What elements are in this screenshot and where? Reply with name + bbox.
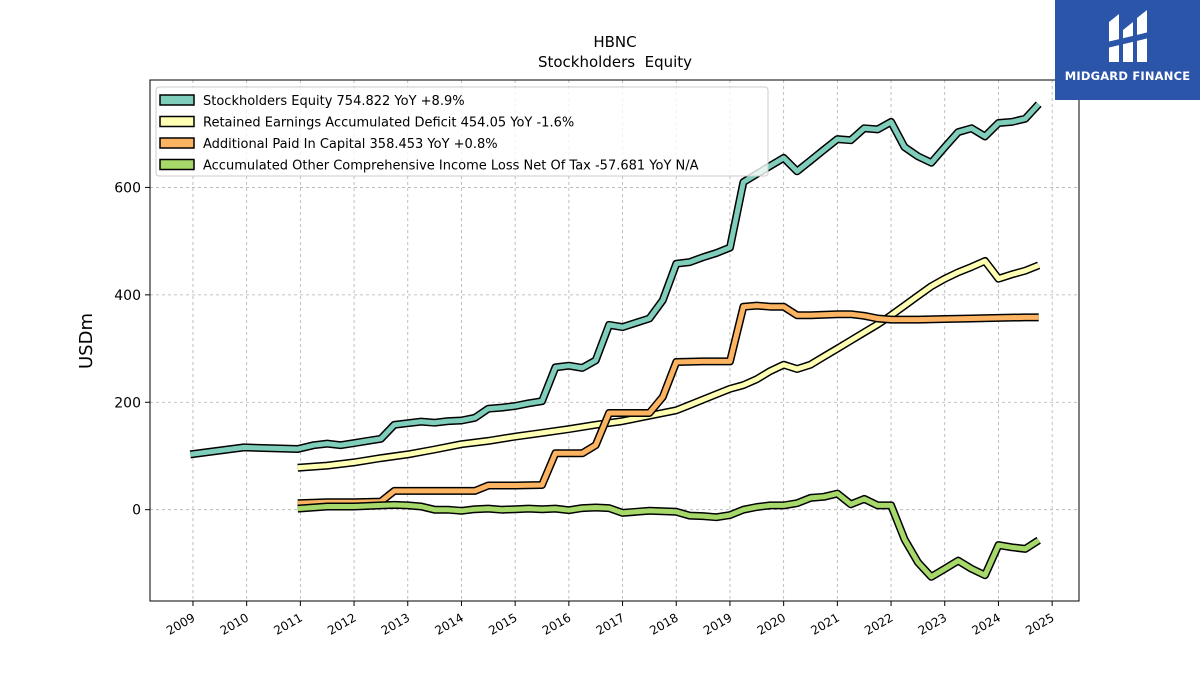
legend-label: Retained Earnings Accumulated Deficit 45… (203, 116, 574, 131)
legend: Stockholders Equity 754.822 YoY +8.9% Ret… (155, 86, 769, 177)
y-axis: 0 200 400 600 (114, 180, 150, 519)
chart-title: HBNC (593, 33, 636, 51)
logo-text: MIDGARD FINANCE (1064, 69, 1191, 83)
series-line-stockholders-equity (189, 102, 1041, 457)
legend-label: Additional Paid In Capital 358.453 YoY +… (203, 137, 498, 152)
midgard-monogram-icon (1107, 10, 1149, 62)
y-tick-label: 400 (114, 288, 141, 304)
legend-label: Accumulated Other Comprehensive Income L… (203, 159, 699, 174)
series-line-accumulated-other-comprehensive-income-loss-net-of-tax (297, 491, 1041, 580)
legend-label: Stockholders Equity 754.822 YoY +8.9% (203, 94, 465, 109)
legend-swatch (159, 158, 195, 171)
series-line-additional-paid-in-capital (297, 303, 1039, 506)
series-line-retained-earnings-accumulated-deficit (297, 258, 1040, 471)
legend-swatch (159, 137, 195, 149)
series-lines (189, 101, 1042, 581)
chart-subtitle: Stockholders Equity (538, 53, 692, 71)
legend-swatch (159, 115, 195, 128)
midgard-finance-logo: MIDGARD FINANCE (1055, 0, 1200, 100)
y-tick-label: 600 (114, 180, 141, 196)
plot-frame (149, 79, 1080, 602)
y-axis-label: USDm (76, 313, 97, 369)
legend-swatch (159, 94, 195, 106)
y-tick-label: 0 (132, 503, 141, 519)
legend-box (155, 86, 769, 177)
y-tick-label: 200 (114, 395, 141, 411)
